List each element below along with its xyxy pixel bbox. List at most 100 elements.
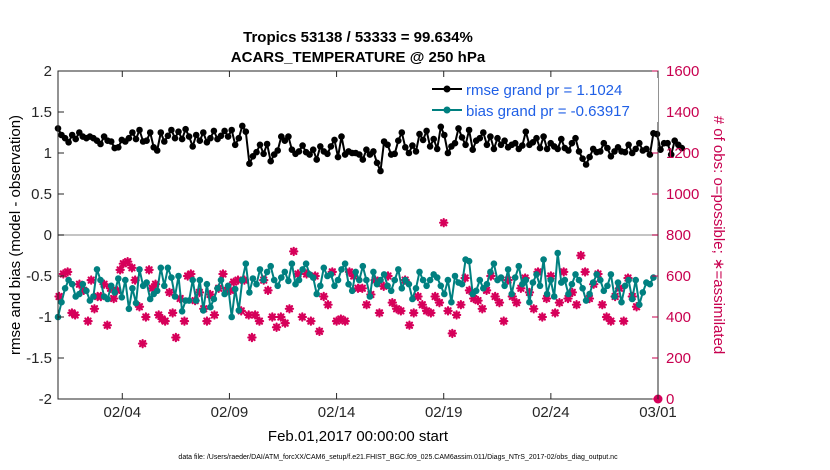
series-point [359,262,367,270]
series-point [667,151,675,158]
series-point [628,295,636,303]
x-tick-label: 02/04 [104,404,142,421]
series-point [433,274,441,281]
series-point [593,271,600,278]
y-right-tick-label: 1000 [666,186,699,203]
series-point [650,274,657,281]
obs-assimilated-point [571,300,582,310]
series-point [192,297,200,304]
series-point [207,134,214,142]
series-point [83,287,90,295]
series-point [582,161,590,168]
series-point [550,293,558,300]
obs-assimilated-point [319,291,329,302]
series-point [334,153,342,161]
obs-assimilated-point [529,304,539,314]
series-point [132,135,140,143]
series-point [217,276,225,284]
series-point [522,276,530,284]
x-axis-label: Feb.01,2017 00:00:00 start [268,428,449,445]
obs-assimilated-point [202,316,212,326]
series-point [437,123,445,131]
series-point [529,279,537,286]
y-tick-label: 0 [44,227,52,244]
series-point [129,129,136,136]
series-point [93,266,101,273]
series-point [196,276,204,284]
series-point [636,139,643,147]
bias-series [54,249,657,321]
series-point [554,249,561,257]
series-point [97,276,104,284]
series-point [515,262,523,270]
series-point [253,280,260,288]
footnote: data file: /Users/raeder/DAI/ATM_forcXX/… [178,454,618,461]
series-point [451,272,459,280]
obs-assimilated-point [141,312,151,322]
series-point [239,276,246,284]
series-point [285,133,292,140]
series-point [210,127,218,135]
y-right-tick-label: 0 [666,391,674,408]
obs-assimilated-point [54,291,64,302]
y-axis-label: rmse and bias (model - observation) [7,115,24,355]
series-point [558,135,565,143]
series-point [157,129,165,136]
legend-bias-marker [443,106,451,114]
series-point [363,146,370,153]
obs-assimilated-point [413,291,423,302]
series-point [356,276,363,284]
series-point [256,141,264,149]
series-point [611,293,618,300]
series-point [168,274,175,281]
series-point [263,268,271,276]
series-point [409,142,416,149]
series-point [334,276,342,284]
legend: rmse grand pr = 1.1024 bias grand pr = -… [420,78,658,122]
series-point [228,313,235,321]
obs-assimilated-point [417,300,427,310]
series-point [200,129,207,136]
series-point [359,156,367,163]
series-point [309,274,317,281]
series-point [511,274,519,281]
obs-assimilated-point [499,316,509,326]
y-right-tick-label: 1400 [666,104,699,121]
series-point [494,134,501,142]
series-point [395,266,402,273]
obs-assimilated-series [54,218,663,404]
series-point [338,266,345,273]
y-right-tick-label: 800 [666,227,691,244]
obs-assimilated-point [167,308,178,318]
series-point [263,140,271,148]
series-point [363,276,370,284]
series-point [341,260,349,268]
obs-assimilated-point [250,310,260,320]
obs-assimilated-point [490,291,500,302]
series-point [373,159,381,167]
series-point [267,157,275,165]
series-point [313,156,321,163]
series-point [419,276,427,284]
series-point [352,268,360,276]
series-point [465,126,473,134]
series-point [242,260,250,268]
series-point [256,266,264,273]
series-point [295,276,303,284]
series-point [331,136,338,144]
y-tick-label: -1.5 [26,350,52,367]
series-point [270,276,278,284]
obs-assimilated-point [179,316,190,326]
series-point [526,298,533,306]
obs-assimilated-point [254,316,265,326]
y-right-tick-label: 1600 [666,63,699,80]
series-point [235,307,243,314]
series-point [299,142,306,149]
series-point [490,260,498,268]
y-right-tick-label: 600 [666,268,691,285]
obs-assimilated-point [409,308,419,318]
series-point [536,282,544,290]
obs-assimilated-point [456,300,466,310]
obs-assimilated-point [396,306,406,316]
series-point [501,282,508,290]
